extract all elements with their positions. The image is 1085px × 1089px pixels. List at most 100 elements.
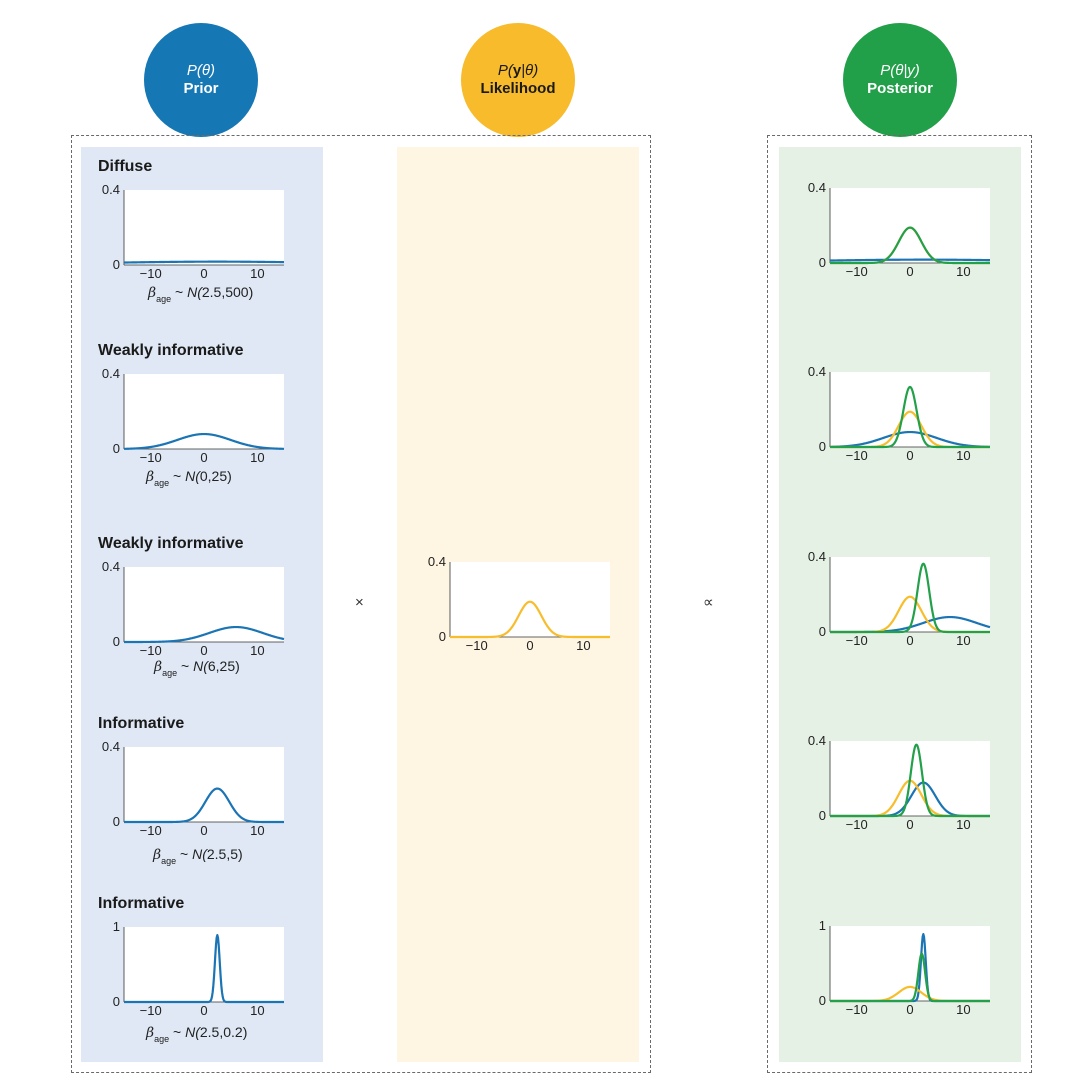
prior-caption-2: βage ~ N(0,25) bbox=[146, 468, 232, 488]
prior-caption-1: βage ~ N(2.5,500) bbox=[148, 284, 254, 304]
prior-title-4: Informative bbox=[98, 715, 185, 732]
y-tick-label: 1 bbox=[819, 918, 826, 933]
posterior-curve bbox=[829, 226, 991, 265]
likelihood-symbol: P(y|θ) bbox=[497, 62, 539, 79]
prior-curve bbox=[829, 258, 991, 262]
plot-area bbox=[830, 557, 990, 632]
y-tick-label: 0.4 bbox=[102, 559, 120, 574]
times-operator: × bbox=[355, 594, 364, 611]
prior-curve bbox=[123, 260, 285, 264]
y-tick-label: 0 bbox=[113, 441, 120, 456]
y-tick-label: 0 bbox=[113, 257, 120, 272]
x-tick-label: 10 bbox=[250, 450, 264, 465]
x-tick-label: 0 bbox=[906, 1002, 913, 1017]
prior-curve bbox=[123, 625, 285, 644]
x-tick-label: 0 bbox=[200, 266, 207, 281]
proportional-operator: ∝ bbox=[703, 594, 714, 611]
posterior-plot-4: 0 0.4 −10 0 10 bbox=[808, 733, 991, 832]
x-tick-label: −10 bbox=[846, 448, 868, 463]
x-tick-label: 10 bbox=[956, 633, 970, 648]
prior-plot-4: 0 0.4 −10 0 10 bbox=[102, 739, 285, 838]
y-tick-label: 0.4 bbox=[808, 549, 826, 564]
prior-plot-3: 0 0.4 −10 0 10 bbox=[102, 559, 285, 658]
x-tick-label: −10 bbox=[140, 643, 162, 658]
y-tick-label: 0 bbox=[439, 629, 446, 644]
posterior-circle: P(θ|y) Posterior bbox=[843, 23, 957, 137]
x-tick-label: 10 bbox=[956, 448, 970, 463]
posterior-plot-2: 0 0.4 −10 0 10 bbox=[808, 364, 991, 463]
prior-title-5: Informative bbox=[98, 895, 185, 912]
x-tick-label: 10 bbox=[956, 817, 970, 832]
x-tick-label: −10 bbox=[140, 266, 162, 281]
x-tick-label: −10 bbox=[466, 638, 488, 653]
likelihood-curve bbox=[449, 600, 611, 639]
posterior-label: Posterior bbox=[867, 80, 933, 97]
plot-area bbox=[124, 747, 284, 822]
x-tick-label: −10 bbox=[846, 1002, 868, 1017]
plot-area bbox=[830, 372, 990, 447]
x-tick-label: 10 bbox=[250, 823, 264, 838]
x-tick-label: −10 bbox=[846, 817, 868, 832]
posterior-curve bbox=[829, 952, 991, 1003]
y-tick-label: 0 bbox=[113, 814, 120, 829]
y-tick-label: 0.4 bbox=[428, 554, 446, 569]
x-tick-label: 0 bbox=[200, 823, 207, 838]
x-tick-label: 10 bbox=[576, 638, 590, 653]
posterior-curve bbox=[829, 562, 991, 634]
x-tick-label: 0 bbox=[200, 1003, 207, 1018]
prior-title-2: Weakly informative bbox=[98, 342, 244, 359]
x-tick-label: 0 bbox=[526, 638, 533, 653]
y-tick-label: 0.4 bbox=[102, 366, 120, 381]
prior-curve bbox=[123, 934, 285, 1004]
plot-area bbox=[124, 567, 284, 642]
prior-caption-3: βage ~ N(6,25) bbox=[154, 658, 240, 678]
x-tick-label: 0 bbox=[200, 643, 207, 658]
y-tick-label: 0 bbox=[819, 808, 826, 823]
likelihood-circle: P(y|θ) Likelihood bbox=[461, 23, 575, 137]
prior-plot-2: 0 0.4 −10 0 10 bbox=[102, 366, 285, 465]
y-tick-label: 0.4 bbox=[808, 733, 826, 748]
prior-curve bbox=[123, 787, 285, 824]
y-tick-label: 0 bbox=[819, 439, 826, 454]
prior-curve bbox=[123, 432, 285, 450]
likelihood-label: Likelihood bbox=[480, 80, 556, 97]
x-tick-label: 0 bbox=[906, 817, 913, 832]
prior-title-1: Diffuse bbox=[98, 158, 153, 175]
posterior-plot-3: 0 0.4 −10 0 10 bbox=[808, 549, 991, 648]
prior-caption-4: βage ~ N(2.5,5) bbox=[153, 846, 243, 866]
plot-area bbox=[124, 374, 284, 449]
y-tick-label: 0 bbox=[819, 993, 826, 1008]
x-tick-label: −10 bbox=[846, 264, 868, 279]
posterior-curve bbox=[829, 385, 991, 449]
prior-symbol: P(θ) bbox=[186, 62, 216, 79]
prior-label: Prior bbox=[183, 80, 219, 97]
y-tick-label: 0 bbox=[113, 634, 120, 649]
y-tick-label: 0.4 bbox=[102, 182, 120, 197]
prior-plot-5: 0 1 −10 0 10 bbox=[113, 919, 285, 1018]
x-tick-label: 0 bbox=[906, 264, 913, 279]
plot-area bbox=[450, 562, 610, 637]
posterior-box bbox=[767, 135, 1032, 1073]
prior-curve bbox=[829, 430, 991, 448]
prior-circle: P(θ) Prior bbox=[144, 23, 258, 137]
posterior-curve bbox=[829, 743, 991, 818]
prior-plot-1: 0 0.4 −10 0 10 bbox=[102, 182, 285, 281]
y-tick-label: 0 bbox=[819, 624, 826, 639]
y-tick-label: 0 bbox=[113, 994, 120, 1009]
x-tick-label: −10 bbox=[846, 633, 868, 648]
prior-likelihood-box bbox=[71, 135, 651, 1073]
x-tick-label: 0 bbox=[906, 633, 913, 648]
x-tick-label: −10 bbox=[140, 823, 162, 838]
x-tick-label: 10 bbox=[250, 266, 264, 281]
y-tick-label: 0.4 bbox=[808, 364, 826, 379]
y-tick-label: 0.4 bbox=[102, 739, 120, 754]
posterior-symbol: P(θ|y) bbox=[880, 62, 920, 79]
x-tick-label: 10 bbox=[250, 643, 264, 658]
plot-area bbox=[124, 927, 284, 1002]
posterior-plot-1: 0 0.4 −10 0 10 bbox=[808, 180, 991, 279]
posterior-plot-5: 0 1 −10 0 10 bbox=[819, 918, 991, 1017]
prior-caption-5: βage ~ N(2.5,0.2) bbox=[146, 1024, 248, 1044]
x-tick-label: −10 bbox=[140, 1003, 162, 1018]
x-tick-label: 0 bbox=[200, 450, 207, 465]
x-tick-label: 10 bbox=[250, 1003, 264, 1018]
